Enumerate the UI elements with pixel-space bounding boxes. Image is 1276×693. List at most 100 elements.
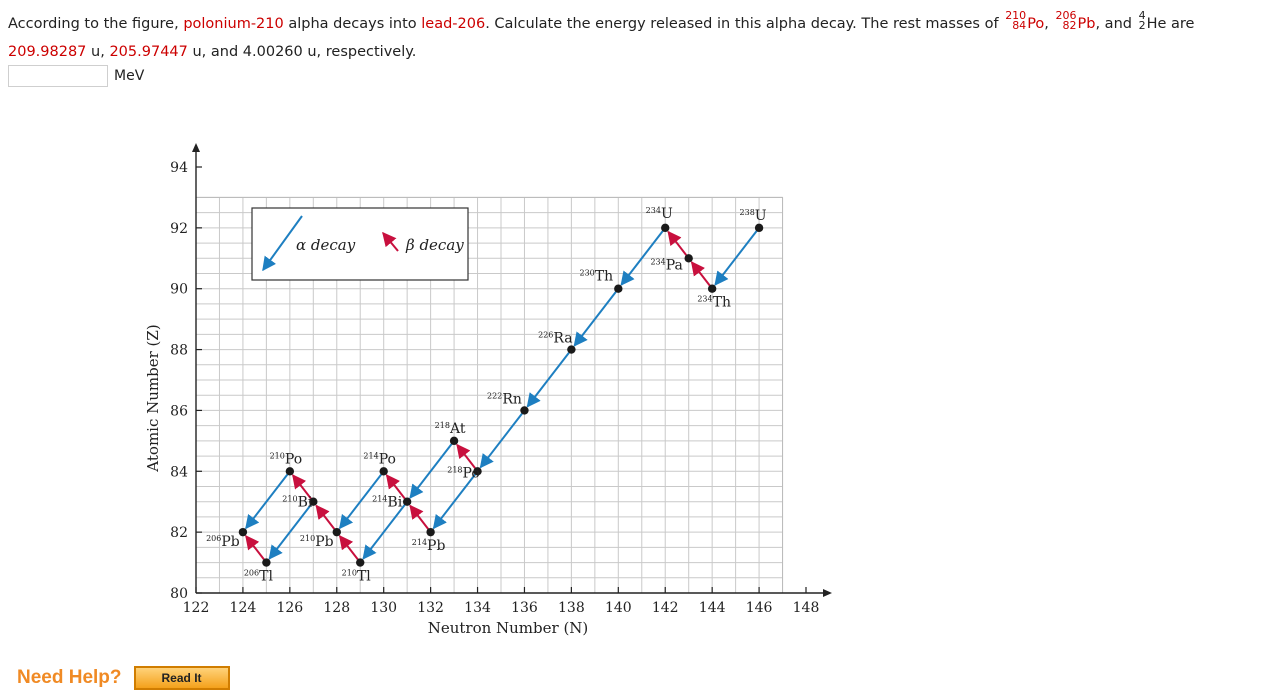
nuclide-point	[332, 527, 341, 537]
chart-legend: α decay β decay	[251, 207, 469, 281]
alpha-decay-arrow	[362, 504, 406, 560]
beta-decay-arrow	[338, 534, 359, 561]
alpha-decay-arrow	[620, 230, 664, 286]
x-axis-arrowhead	[823, 589, 832, 597]
po-notation: 210 84 Po	[1005, 10, 1044, 38]
answer-row: MeV	[8, 64, 144, 88]
nuclide-point	[238, 527, 248, 537]
nuclide-point	[707, 284, 717, 293]
nuclide-point	[402, 497, 412, 506]
x-tick-label: 140	[605, 600, 632, 616]
question-text: According to the figure, polonium-210 al…	[8, 10, 1272, 66]
pb-mass-number: 206	[1055, 9, 1077, 22]
x-axis-label: Neutron Number (N)	[428, 619, 589, 637]
nuclide-point	[684, 254, 693, 263]
nuclide-point	[426, 527, 435, 537]
nuclide-labels: 238U 234Th 234Pa 234U 230Th 226Ra 222Rn 218Po 21…	[206, 206, 767, 585]
question-part5: u, and 4.00260 u, respectively.	[187, 44, 417, 60]
y-tick-label: 88	[170, 343, 188, 359]
x-tick-label: 148	[793, 600, 820, 616]
nuclide-label: 230Th	[579, 269, 613, 285]
alpha-decay-arrow	[526, 352, 570, 408]
beta-decay-arrow	[690, 261, 711, 287]
beta-decay-arrow	[667, 230, 688, 256]
nuclide-point	[379, 467, 388, 476]
nuclide-label: 214Po	[363, 451, 396, 467]
sep1: ,	[1044, 16, 1054, 32]
read-it-button[interactable]: Read It	[133, 666, 230, 690]
sep2: , and	[1095, 16, 1137, 32]
nuclide-label: 214Bi	[372, 495, 403, 511]
nuclide-point	[614, 284, 623, 293]
x-tick-label: 124	[230, 600, 257, 616]
nuclide-label: 210Tl	[342, 569, 372, 585]
he-notation: 4 2 He	[1139, 10, 1167, 38]
he-atomic-number: 2	[1138, 19, 1146, 32]
nuclide-label: 218Po	[447, 465, 480, 481]
legend-alpha-arrow	[262, 215, 303, 272]
nuclide-label: 210Pb	[300, 534, 334, 550]
nuclide-point	[449, 436, 459, 446]
y-tick-label: 90	[170, 282, 188, 298]
nuclide-point	[754, 223, 764, 233]
pb-atomic-number: 82	[1062, 19, 1077, 32]
nuclide-label: 218At	[435, 421, 466, 437]
question-part1: According to the figure,	[8, 16, 184, 32]
x-tick-label: 138	[558, 600, 585, 616]
nuclide-label: 214Pb	[412, 538, 446, 554]
beta-decay-arrow	[385, 474, 406, 500]
x-tick-label: 130	[370, 600, 397, 616]
legend-box	[251, 207, 469, 281]
alpha-decay-arrow	[573, 291, 617, 347]
beta-decay-arrow	[292, 474, 312, 500]
chart-axes	[192, 143, 832, 597]
x-tick-label: 136	[511, 600, 538, 616]
alpha-decay-arrow	[338, 473, 383, 530]
po-mass-number: 210	[1005, 9, 1027, 22]
pb-mass-value: 205.97447	[109, 44, 188, 60]
parent-nuclide: polonium-210	[183, 16, 284, 32]
beta-decay-arrow	[245, 534, 265, 561]
sep3: u,	[86, 44, 110, 60]
x-tick-label: 128	[323, 600, 350, 616]
beta-decay-arrow	[409, 504, 429, 530]
legend-beta-arrow	[382, 231, 399, 252]
nuclide-label: 234Pa	[650, 257, 682, 273]
beta-decay-arrow	[315, 504, 336, 530]
question-part2: alpha decays into	[283, 16, 422, 32]
alpha-decay-arrow	[432, 473, 476, 530]
y-tick-label: 82	[170, 525, 188, 541]
decay-chart: 122 124 126 128 130 132 134 136 138 140 142 144 146 1…	[144, 143, 832, 637]
nuclide-point	[285, 467, 295, 476]
nuclide-point	[356, 558, 365, 567]
beta-decay-arrow	[456, 443, 476, 469]
decay-arrows	[245, 230, 758, 561]
nuclide-label: 206Tl	[244, 569, 274, 585]
y-tick-label: 94	[170, 160, 188, 176]
nuclide-label: 210Bi	[282, 495, 313, 511]
x-tick-label: 126	[276, 600, 303, 616]
x-tick-label: 142	[652, 600, 679, 616]
alpha-decay-arrow	[245, 473, 289, 530]
po-atomic-number: 84	[1012, 19, 1027, 32]
x-tick-label: 134	[464, 600, 491, 616]
alpha-decay-arrow	[714, 230, 758, 286]
y-axis-label: Atomic Number (Z)	[144, 324, 162, 472]
nuclide-point	[473, 467, 482, 476]
y-tick-label: 80	[170, 586, 188, 602]
nuclide-point	[567, 345, 576, 354]
nuclide-label: 206Pb	[206, 534, 240, 550]
answer-unit: MeV	[114, 68, 145, 84]
he-symbol: He	[1146, 16, 1167, 32]
x-tick-label: 132	[417, 600, 444, 616]
alpha-decay-arrow	[268, 504, 312, 560]
answer-input[interactable]	[8, 65, 108, 87]
x-tick-label: 122	[183, 600, 210, 616]
po-symbol: Po	[1027, 16, 1045, 32]
nuclide-label: 234Th	[697, 295, 731, 311]
question-part3: . Calculate the energy released in this …	[485, 16, 1004, 32]
x-tick-label: 144	[699, 600, 726, 616]
alpha-decay-arrow	[479, 412, 523, 469]
y-tick-label: 86	[170, 403, 188, 419]
help-row: Need Help? Read It	[17, 664, 230, 692]
